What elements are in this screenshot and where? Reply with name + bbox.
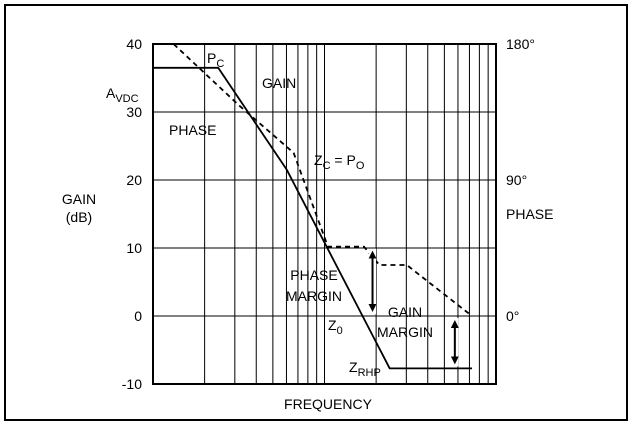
- y2-tick-label: 90°: [506, 172, 527, 188]
- y-tick-label: -10: [122, 376, 142, 392]
- y-tick-label: 20: [126, 172, 142, 188]
- y-tick-label: 40: [126, 36, 142, 52]
- z0-label: Z0: [328, 317, 343, 337]
- y-tick-label: 10: [126, 240, 142, 256]
- gain-curve-label: GAIN: [262, 75, 296, 91]
- y2-axis-title: PHASE: [506, 206, 553, 222]
- y2-tick-label: 180°: [506, 36, 535, 52]
- zc-po-label: ZC = PO: [314, 152, 365, 172]
- ticks-layer: 40 30 20 10 0 -10 180° 90° 0°: [122, 36, 535, 392]
- gain-series-line: [153, 66, 472, 370]
- labels-layer: GAIN (dB) PHASE FREQUENCY PC GAIN AVDC P…: [62, 50, 554, 412]
- zrhp-label: ZRHP: [349, 359, 381, 379]
- y-axis-title-line-2: (dB): [66, 209, 92, 225]
- y-tick-label: 30: [126, 104, 142, 120]
- avdc-label: AVDC: [106, 85, 139, 105]
- y-tick-label: 0: [134, 308, 142, 324]
- phase-margin-label-line-2: MARGIN: [286, 288, 342, 304]
- y2-tick-label: 0°: [506, 308, 519, 324]
- gain-margin-label-line-2: MARGIN: [377, 324, 433, 340]
- grid: [152, 43, 497, 385]
- plot-border: [152, 43, 497, 385]
- phase-margin-label-line-1: PHASE: [290, 267, 337, 283]
- gain-margin-label-line-1: GAIN: [388, 304, 422, 320]
- phase-series-line: [172, 43, 473, 317]
- series-layer: [153, 43, 473, 370]
- y-axis-title-line-1: GAIN: [62, 191, 96, 207]
- phase-curve-label: PHASE: [169, 122, 216, 138]
- x-axis-title: FREQUENCY: [284, 396, 373, 412]
- pc-label: PC: [207, 50, 224, 70]
